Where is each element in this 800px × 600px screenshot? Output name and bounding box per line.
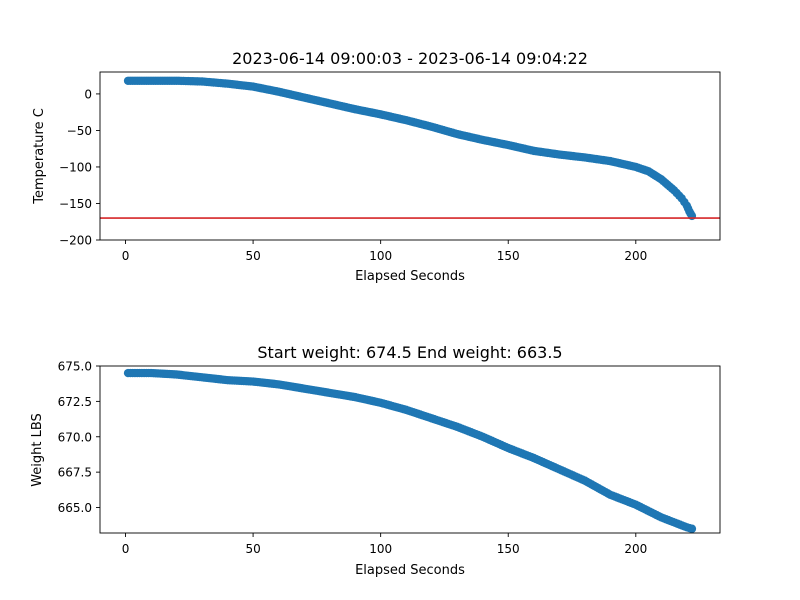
weight-y-tick-label: 665.0 [58,501,92,515]
weight-plot-area: 0 50 100 150 200 665.0 667.5 670.0 672.5 675.0 [58,360,721,556]
temperature-x-tick-label: 200 [624,249,647,263]
weight-x-tick-label: 0 [122,542,130,556]
temperature-y-tick-label: −150 [59,197,92,211]
temperature-y-tick-label: −50 [67,124,92,138]
weight-x-tick-label: 200 [624,542,647,556]
temperature-y-tick-label: −100 [59,160,92,174]
weight-x-axis-label: Elapsed Seconds [355,563,465,578]
temperature-chart-title: 2023-06-14 09:00:03 - 2023-06-14 09:04:2… [232,49,588,68]
weight-x-tick-label: 100 [369,542,392,556]
temperature-x-tick-label: 150 [497,249,520,263]
temperature-axes-frame [99,71,721,241]
weight-chart: Start weight: 674.5 End weight: 663.5 0 5… [30,343,721,578]
temperature-x-axis-label: Elapsed Seconds [355,269,465,284]
weight-x-tick-label: 50 [245,542,260,556]
weight-y-tick-label: 675.0 [58,360,92,374]
temperature-x-tick-label: 50 [245,249,260,263]
temperature-x-tick-label: 0 [122,249,130,263]
weight-y-tick-label: 672.5 [58,395,92,409]
weight-x-tick-label: 150 [497,542,520,556]
weight-axes-frame [99,365,721,534]
weight-y-axis-label: Weight LBS [30,413,45,487]
weight-y-tick-label: 670.0 [58,430,92,444]
temperature-y-tick-label: −200 [59,234,92,248]
temperature-y-tick-label: 0 [84,87,92,101]
temperature-x-tick-label: 100 [369,249,392,263]
temperature-y-axis-label: Temperature C [32,108,47,205]
weight-data-point [687,524,697,533]
temperature-chart: 2023-06-14 09:00:03 - 2023-06-14 09:04:2… [32,49,721,284]
temperature-plot-area: 0 50 100 150 200 −200 −150 −100 −50 0 [59,71,721,263]
weight-chart-title: Start weight: 674.5 End weight: 663.5 [257,343,562,362]
weight-y-tick-label: 667.5 [58,466,92,480]
